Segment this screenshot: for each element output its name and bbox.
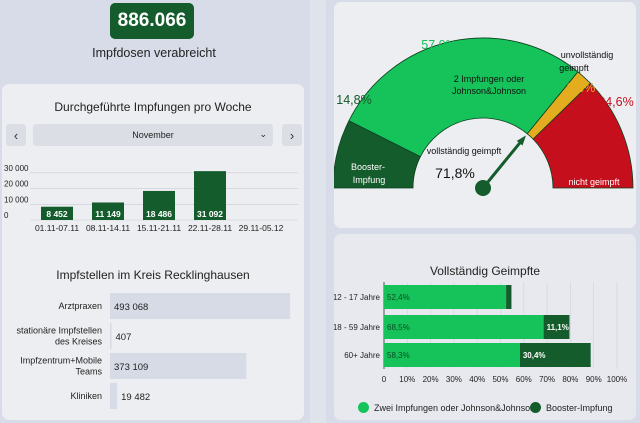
pct-two-label: 57,0% [421, 38, 456, 52]
stacked-bar-segment [543, 315, 570, 339]
week-bar [194, 171, 226, 220]
fully-vaccinated-chart: 0 10% 20% 30% 40% 50% 60% 70% 80% 90% 100% 12 - 17 … [334, 282, 627, 384]
week-x-label: 08.11-14.11 [86, 223, 130, 233]
two-doses-label-1: 2 Impfungen oder [454, 74, 525, 84]
gauge-needle-head [516, 135, 527, 146]
kpi-label: Impfdosen verabreicht [92, 46, 216, 60]
site-bar [110, 353, 247, 379]
site-label: Impfzentrum+Mobile [20, 356, 102, 366]
age-group-label: 12 - 17 Jahre [334, 293, 381, 302]
week-bar [143, 190, 175, 220]
site-label: Arztpraxen [58, 301, 102, 311]
pct-none-label: 24,6% [598, 95, 633, 109]
bar-value-label: 52,4% [387, 293, 410, 302]
gauge-segment [532, 82, 634, 189]
y-tick-label: 0 [4, 211, 9, 220]
y-tick-label: 30 000 [4, 164, 29, 173]
month-select[interactable]: November ⌄ [33, 124, 273, 146]
x-tick-label: 20% [423, 375, 439, 384]
not-vaccinated-label: nicht geimpft [568, 177, 620, 187]
x-tick-label: 0 [382, 375, 387, 384]
next-month-button[interactable]: › [282, 124, 302, 146]
site-bar [110, 293, 291, 319]
week-bar-value: 31 092 [197, 209, 223, 219]
site-bar [110, 323, 112, 349]
site-value: 407 [116, 332, 132, 343]
week-bar-value: 11 149 [95, 209, 121, 219]
gauge-center-label: vollständig geimpft [427, 146, 502, 156]
site-value: 19 482 [121, 392, 150, 403]
bar-value-label: 11,1% [547, 323, 569, 332]
site-bar [110, 383, 118, 409]
full-chart-title: Vollständig Geimpfte [429, 264, 541, 278]
legend-booster: Booster-Impfung [530, 402, 613, 413]
stacked-bar-segment [384, 285, 507, 309]
bar-value-label: 68,5% [387, 323, 410, 332]
x-tick-label: 50% [492, 375, 508, 384]
bar-value-label: 30,4% [523, 351, 546, 360]
week-x-label: 01.11-07.11 [35, 223, 79, 233]
week-x-label: 22.11-28.11 [188, 223, 232, 233]
booster-label-2: Impfung [353, 175, 386, 185]
chevron-down-icon: ⌄ [259, 129, 267, 139]
x-tick-label: 10% [399, 375, 415, 384]
pct-incomplete-label: 3,6% [567, 81, 596, 95]
x-tick-label: 80% [562, 375, 578, 384]
incomplete-heading-2: geimpft [559, 63, 589, 73]
gauge-needle [481, 137, 525, 189]
week-bar-value: 8 452 [46, 209, 68, 219]
month-select-value: November [132, 130, 174, 140]
stacked-bar-segment [384, 343, 520, 367]
sites-bar-chart: Arztpraxen 493 068 stationäre Impfstellend… [16, 293, 291, 409]
legend-two-doses: Zwei Impfungen oder Johnson&Johnson [358, 402, 535, 413]
x-tick-label: 70% [539, 375, 555, 384]
gauge-needle-hub [475, 180, 491, 196]
prev-month-button[interactable]: ‹ [6, 124, 26, 146]
week-bar [41, 206, 73, 220]
site-label: Kliniken [70, 391, 102, 401]
week-bar [92, 202, 124, 220]
site-label: des Kreises [55, 337, 103, 347]
kpi-value: 886.066 [110, 3, 194, 39]
gauge-segment [348, 37, 579, 158]
x-tick-label: 30% [446, 375, 462, 384]
y-tick-label: 10 000 [4, 195, 29, 204]
stacked-bar-segment [519, 343, 591, 367]
site-value: 373 109 [114, 362, 148, 373]
age-group-label: 60+ Jahre [344, 351, 380, 360]
site-label: stationäre Impfstellen [16, 326, 102, 336]
gauge-center-value: 71,8% [435, 165, 475, 181]
x-tick-label: 40% [469, 375, 485, 384]
legend-booster-label: Booster-Impfung [546, 402, 613, 413]
weekly-bar-chart: 30 000 20 000 10 000 0 8 452 01.11-07.11 11 14… [4, 164, 298, 233]
legend-dot-dark [530, 402, 541, 413]
y-tick-label: 20 000 [4, 180, 29, 189]
age-group-label: 18 - 59 Jahre [334, 323, 381, 332]
two-doses-label-2: Johnson&Johnson [452, 86, 526, 96]
pct-booster-label: 14,8% [336, 93, 371, 107]
legend-two-label: Zwei Impfungen oder Johnson&Johnson [374, 402, 536, 413]
week-bar-value: 18 486 [146, 209, 172, 219]
sites-chart-title: Impfstellen im Kreis Recklinghausen [56, 268, 250, 282]
stacked-bar-segment [506, 285, 512, 309]
week-x-label: 15.11-21.11 [137, 223, 181, 233]
vaccination-gauge: 57,0% 14,8% 3,6%24,6% unvollständig geimpft 2… [334, 37, 634, 196]
incomplete-heading-1: unvollständig [561, 50, 614, 60]
x-tick-label: 100% [607, 375, 627, 384]
stacked-bar-segment [384, 315, 544, 339]
booster-label-1: Booster- [351, 162, 385, 172]
x-tick-label: 90% [586, 375, 602, 384]
site-value: 493 068 [114, 302, 148, 313]
site-label: Teams [75, 367, 102, 377]
week-x-label: 29.11-05.12 [239, 223, 284, 233]
weekly-chart-title: Durchgeführte Impfungen pro Woche [54, 100, 252, 114]
bar-value-label: 58,3% [387, 351, 410, 360]
legend-dot-green [358, 402, 369, 413]
x-tick-label: 60% [516, 375, 532, 384]
